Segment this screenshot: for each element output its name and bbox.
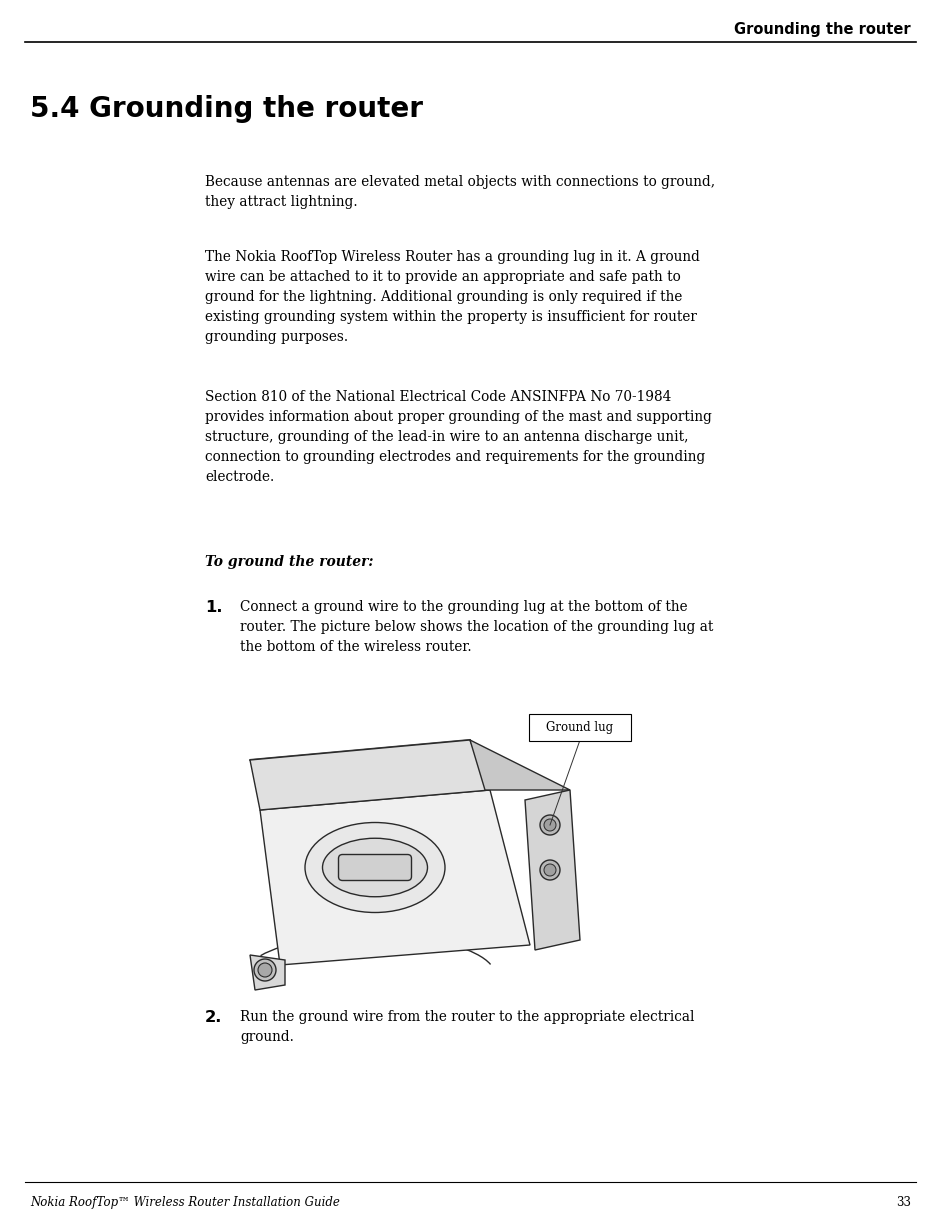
Ellipse shape [258, 963, 272, 976]
Ellipse shape [544, 820, 556, 831]
Text: Connect a ground wire to the grounding lug at the bottom of the
router. The pict: Connect a ground wire to the grounding l… [240, 599, 713, 654]
Text: 33: 33 [896, 1197, 911, 1209]
Polygon shape [470, 741, 570, 790]
Text: The Nokia RoofTop Wireless Router has a grounding lug in it. A ground
wire can b: The Nokia RoofTop Wireless Router has a … [205, 250, 700, 344]
Text: Ground lug: Ground lug [547, 721, 614, 734]
Text: Grounding the router: Grounding the router [734, 22, 911, 36]
Text: 5.4 Grounding the router: 5.4 Grounding the router [30, 95, 423, 123]
Text: Because antennas are elevated metal objects with connections to ground,
they att: Because antennas are elevated metal obje… [205, 175, 715, 209]
Ellipse shape [254, 959, 276, 981]
FancyBboxPatch shape [529, 714, 631, 741]
Text: Run the ground wire from the router to the appropriate electrical
ground.: Run the ground wire from the router to t… [240, 1010, 694, 1045]
Ellipse shape [305, 822, 445, 912]
Polygon shape [525, 790, 580, 950]
Ellipse shape [540, 860, 560, 880]
Text: 2.: 2. [205, 1010, 222, 1025]
FancyBboxPatch shape [339, 855, 411, 880]
Text: Nokia RoofTop™ Wireless Router Installation Guide: Nokia RoofTop™ Wireless Router Installat… [30, 1197, 340, 1209]
Ellipse shape [323, 838, 427, 896]
Text: 1.: 1. [205, 599, 222, 615]
Polygon shape [250, 741, 490, 810]
Ellipse shape [544, 865, 556, 876]
Ellipse shape [540, 815, 560, 835]
Polygon shape [260, 790, 530, 966]
Text: Section 810 of the National Electrical Code ANSINFPA No 70-1984
provides informa: Section 810 of the National Electrical C… [205, 390, 712, 484]
Polygon shape [250, 955, 285, 990]
Text: To ground the router:: To ground the router: [205, 554, 374, 569]
